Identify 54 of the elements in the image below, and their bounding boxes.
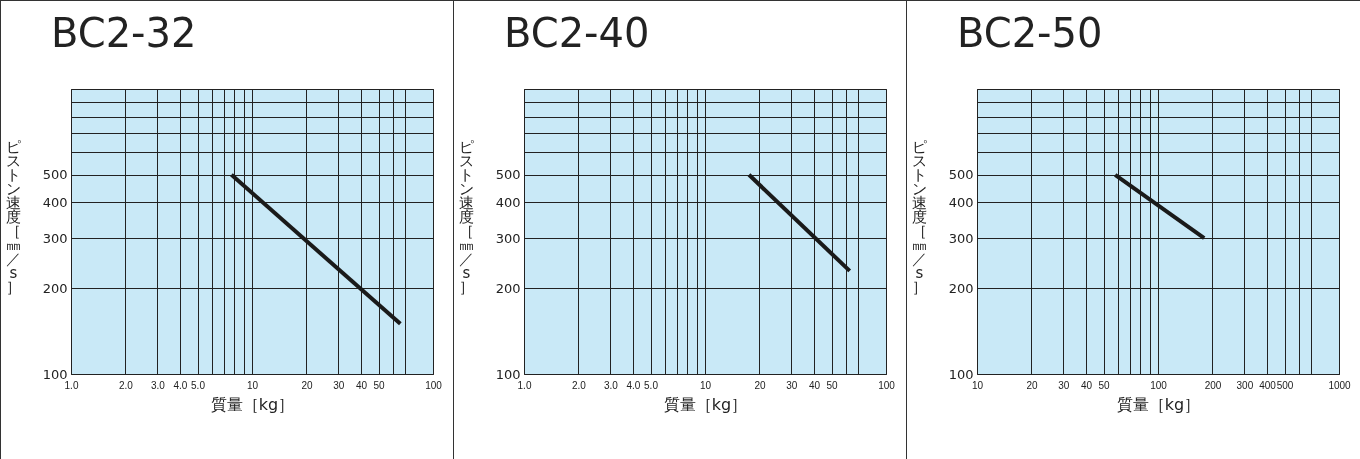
x-axis-title: 質量［kg］: [663, 394, 748, 414]
y-tick-label: 500: [42, 167, 68, 183]
x-tick-label: 100: [878, 379, 896, 391]
x-tick-label: 20: [301, 379, 313, 391]
y-tick-label: 300: [948, 230, 974, 246]
text: ピストン速度［㎜／s］: [459, 137, 474, 296]
x-tick-label: 10: [971, 379, 984, 391]
y-tick-label: 400: [495, 194, 521, 210]
x-tick-label: 40: [355, 379, 368, 391]
x-tick-label: 4.0: [173, 379, 188, 391]
x-tick-label: 2.0: [119, 379, 134, 391]
y-tick-label: 200: [948, 280, 974, 296]
x-tick-label: 50: [373, 379, 386, 391]
x-tick-label: 3.0: [603, 379, 619, 391]
x-tick-label: 30: [333, 379, 345, 391]
y-tick-label: 400: [948, 194, 974, 210]
x-axis-title: 質量［kg］: [1116, 394, 1201, 414]
text: ピストン速度［㎜／s］: [6, 137, 21, 296]
x-tick-label: 40: [808, 379, 821, 391]
x-tick-label: 30: [1058, 379, 1070, 391]
y-tick-label: 500: [495, 167, 521, 183]
x-tick-label: 1.0: [517, 379, 532, 391]
x-tick-label: 5.0: [191, 379, 206, 391]
x-tick-label: 10: [246, 379, 259, 391]
y-tick-label: 500: [948, 167, 974, 183]
x-tick-label: 3.0: [150, 379, 166, 391]
chart-title: BC2-40: [504, 10, 650, 56]
x-tick-label: 4.0: [626, 379, 641, 391]
x-tick-label: 300: [1236, 379, 1254, 391]
x-tick-label: 400: [1259, 379, 1277, 391]
chart-title: BC2-32: [51, 10, 197, 56]
x-tick-label: 50: [826, 379, 839, 391]
x-tick-label: 100: [425, 379, 443, 391]
y-tick-label: 400: [42, 194, 68, 210]
y-tick-label: 200: [42, 280, 68, 296]
x-tick-label: 100: [1150, 379, 1168, 391]
x-axis-title: 質量［kg］: [210, 394, 295, 414]
x-tick-label: 50: [1098, 379, 1111, 391]
x-tick-label: 1.0: [64, 379, 79, 391]
x-tick-label: 200: [1204, 379, 1222, 391]
x-tick-label: 20: [754, 379, 766, 391]
x-tick-label: 40: [1080, 379, 1093, 391]
text: ピストン速度［㎜／s］: [912, 137, 927, 296]
x-tick-label: 10: [699, 379, 712, 391]
x-tick-label: 2.0: [572, 379, 587, 391]
x-tick-label: 500: [1276, 379, 1294, 391]
x-tick-label: 1000: [1328, 379, 1352, 391]
y-tick-label: 300: [42, 230, 68, 246]
chart-title: BC2-50: [957, 10, 1103, 56]
y-tick-label: 200: [495, 280, 521, 296]
y-tick-label: 300: [495, 230, 521, 246]
x-tick-label: 5.0: [644, 379, 659, 391]
x-tick-label: 20: [1026, 379, 1038, 391]
x-tick-label: 30: [786, 379, 798, 391]
